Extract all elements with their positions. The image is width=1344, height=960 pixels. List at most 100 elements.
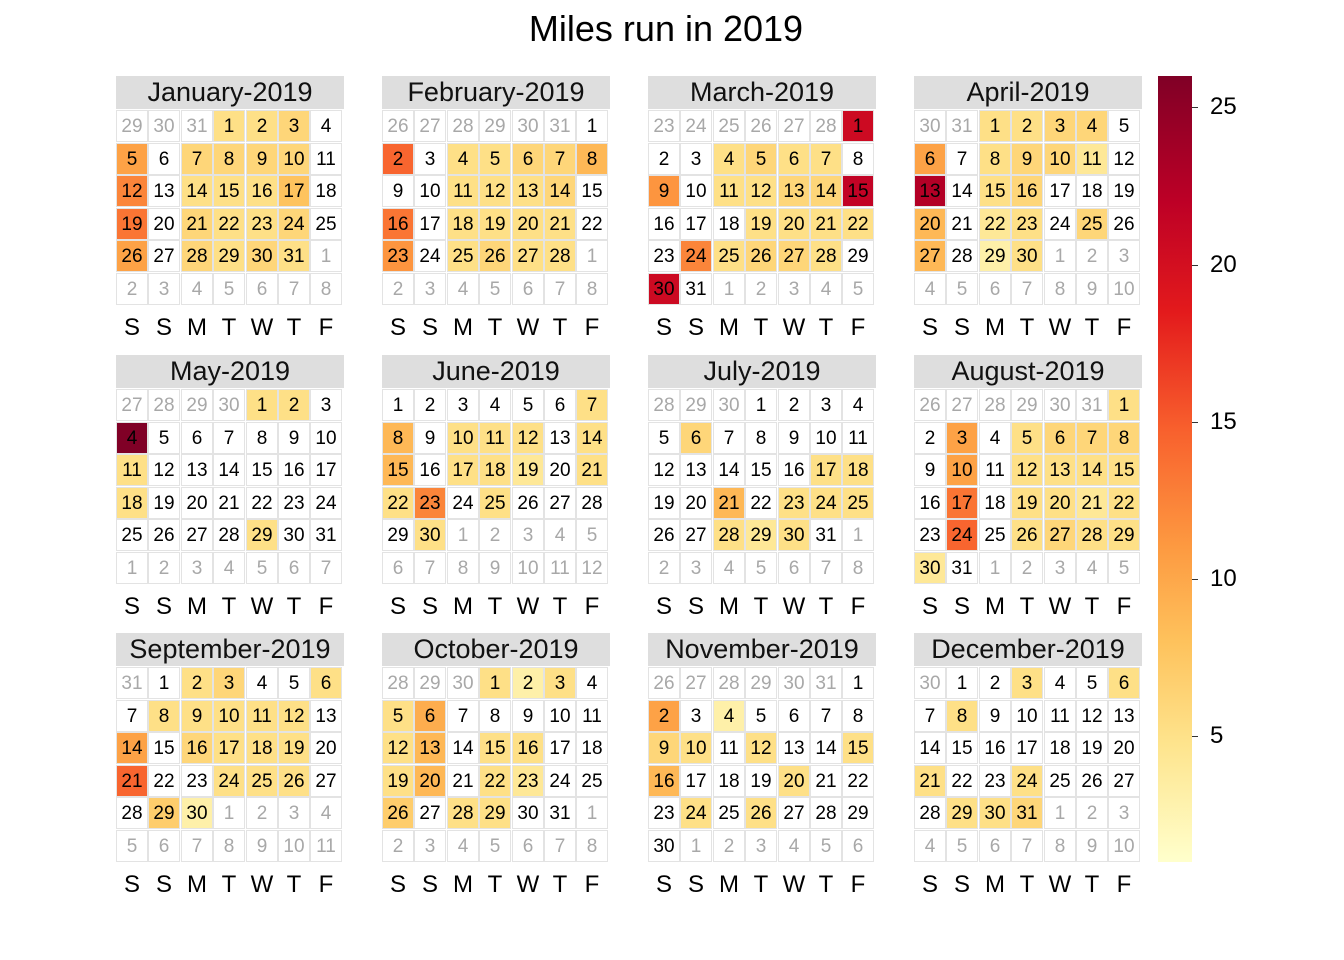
adjacent-day-cell: 28 — [148, 389, 180, 421]
day-cell: 25 — [447, 240, 479, 272]
day-cell: 24 — [447, 487, 479, 519]
adjacent-day-cell: 1 — [116, 552, 148, 584]
adjacent-day-cell: 2 — [1076, 240, 1108, 272]
adjacent-day-cell: 28 — [648, 389, 680, 421]
day-cell: 23 — [648, 797, 680, 829]
adjacent-day-cell: 6 — [512, 273, 544, 305]
day-cell: 19 — [148, 487, 180, 519]
day-cell: 19 — [479, 208, 511, 240]
day-cell: 17 — [310, 454, 342, 486]
weekday-label: M — [985, 593, 1005, 620]
day-cell: 17 — [213, 732, 245, 764]
day-cell: 13 — [914, 175, 946, 207]
day-cell: 14 — [1076, 454, 1108, 486]
day-cell: 13 — [1108, 700, 1140, 732]
day-cell: 10 — [946, 454, 978, 486]
colorbar-tick-label: 25 — [1210, 93, 1237, 120]
day-cell: 27 — [1044, 519, 1076, 551]
adjacent-day-cell: 2 — [116, 273, 148, 305]
weekday-label: T — [286, 871, 302, 898]
day-cell: 5 — [745, 143, 777, 175]
day-cell: 9 — [648, 175, 680, 207]
day-cell: 27 — [1108, 765, 1140, 797]
adjacent-day-cell: 5 — [213, 273, 245, 305]
day-cell: 19 — [512, 454, 544, 486]
adjacent-day-cell: 29 — [414, 667, 446, 699]
day-cell: 3 — [310, 389, 342, 421]
day-cell: 5 — [116, 143, 148, 175]
day-cell: 25 — [713, 240, 745, 272]
adjacent-day-cell: 5 — [116, 830, 148, 862]
day-cell: 20 — [778, 208, 810, 240]
weekday-label: W — [782, 314, 806, 341]
day-cell: 31 — [810, 519, 842, 551]
day-cell: 20 — [1108, 732, 1140, 764]
day-cell: 15 — [946, 732, 978, 764]
colorbar-tick — [1192, 107, 1198, 108]
weekday-label: T — [221, 314, 237, 341]
day-cell: 19 — [1108, 175, 1140, 207]
weekday-label: S — [123, 871, 140, 898]
month-panel: January-2019 29 30 31 1 2 3 4 5 6 7 8 9 10 11 12 13 14 15 1… — [116, 76, 344, 341]
day-cell: 24 — [1044, 208, 1076, 240]
day-cell: 9 — [382, 175, 414, 207]
day-cell: 3 — [810, 389, 842, 421]
day-cell: 23 — [979, 765, 1011, 797]
month-title: June-2019 — [382, 355, 610, 388]
day-cell: 13 — [544, 422, 576, 454]
day-cell: 29 — [842, 240, 874, 272]
day-cell: 5 — [648, 422, 680, 454]
adjacent-day-cell: 1 — [979, 552, 1011, 584]
day-cell: 8 — [842, 700, 874, 732]
adjacent-day-cell: 4 — [713, 552, 745, 584]
adjacent-day-cell: 3 — [512, 519, 544, 551]
adjacent-day-cell: 6 — [382, 552, 414, 584]
month-title: August-2019 — [914, 355, 1142, 388]
adjacent-day-cell: 6 — [842, 830, 874, 862]
day-cell: 20 — [1044, 487, 1076, 519]
day-cell: 5 — [1076, 667, 1108, 699]
adjacent-day-cell: 30 — [914, 667, 946, 699]
day-cell: 17 — [544, 732, 576, 764]
day-cell: 14 — [116, 732, 148, 764]
day-cell: 13 — [778, 732, 810, 764]
weekday-label: T — [1019, 314, 1035, 341]
day-cell: 30 — [648, 273, 680, 305]
day-cell: 27 — [680, 519, 712, 551]
day-cell: 23 — [414, 487, 446, 519]
day-cell: 21 — [810, 208, 842, 240]
day-cell: 21 — [116, 765, 148, 797]
day-cell: 3 — [946, 422, 978, 454]
day-cell: 8 — [979, 143, 1011, 175]
day-cell: 21 — [810, 765, 842, 797]
day-cell: 19 — [382, 765, 414, 797]
day-cell: 27 — [181, 519, 213, 551]
adjacent-day-cell: 3 — [680, 552, 712, 584]
adjacent-day-cell: 2 — [382, 273, 414, 305]
day-cell: 31 — [278, 240, 310, 272]
day-cell: 19 — [1011, 487, 1043, 519]
day-cell: 10 — [1011, 700, 1043, 732]
day-cell: 10 — [447, 422, 479, 454]
day-cell: 14 — [213, 454, 245, 486]
day-cell: 2 — [414, 389, 446, 421]
day-cell: 22 — [842, 208, 874, 240]
day-cell: 26 — [745, 240, 777, 272]
weekday-label: T — [552, 314, 568, 341]
weekday-label: S — [921, 593, 938, 620]
adjacent-day-cell: 6 — [778, 552, 810, 584]
adjacent-day-cell: 31 — [946, 110, 978, 142]
day-cell: 27 — [778, 797, 810, 829]
day-cell: 22 — [246, 487, 278, 519]
weekday-label: S — [687, 314, 704, 341]
day-cell: 16 — [382, 208, 414, 240]
weekday-label: T — [1084, 593, 1100, 620]
day-cell: 11 — [310, 143, 342, 175]
day-cell: 1 — [946, 667, 978, 699]
colorbar-tick — [1192, 736, 1198, 737]
day-cell: 24 — [544, 765, 576, 797]
adjacent-day-cell: 29 — [680, 389, 712, 421]
weekday-label: S — [655, 593, 672, 620]
adjacent-day-cell: 5 — [479, 273, 511, 305]
